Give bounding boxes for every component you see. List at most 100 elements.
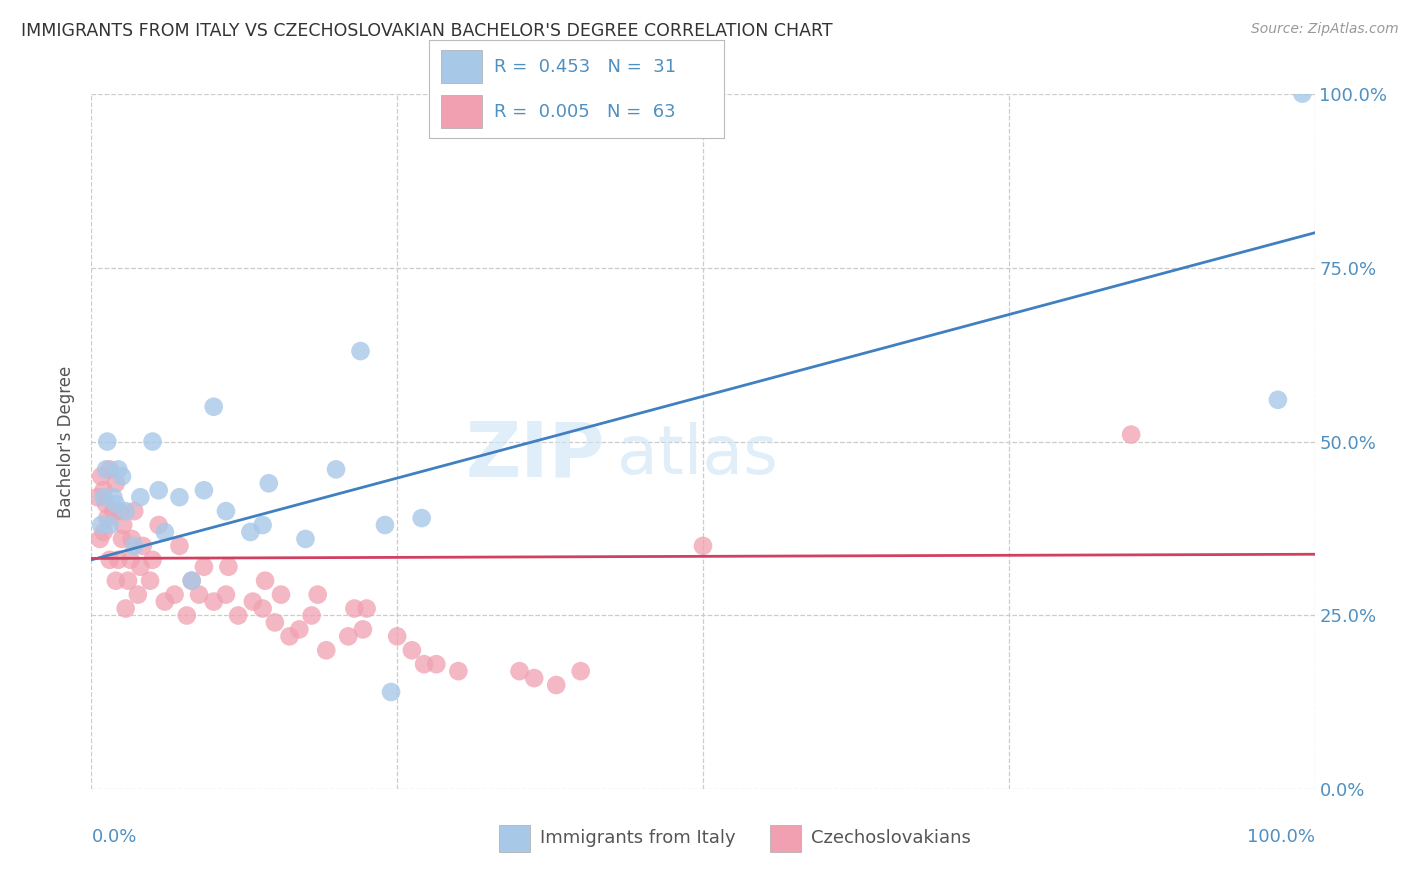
Point — [103, 504, 125, 518]
Point — [108, 504, 131, 518]
Text: Source: ZipAtlas.com: Source: ZipAtlas.com — [1251, 22, 1399, 37]
Point — [122, 504, 145, 518]
Point — [352, 623, 374, 637]
Point — [202, 400, 225, 414]
Text: IMMIGRANTS FROM ITALY VS CZECHOSLOVAKIAN BACHELOR'S DEGREE CORRELATION CHART: IMMIGRANTS FROM ITALY VS CZECHOSLOVAKIAN… — [21, 22, 832, 40]
Point — [129, 559, 152, 574]
Point — [380, 685, 402, 699]
Point — [254, 574, 277, 588]
Point — [1121, 427, 1143, 442]
Point — [111, 469, 134, 483]
Point — [112, 518, 135, 533]
Text: R =  0.005   N =  63: R = 0.005 N = 63 — [494, 103, 675, 120]
Point — [96, 434, 118, 449]
Point — [169, 490, 191, 504]
Point — [349, 344, 371, 359]
Point — [93, 490, 115, 504]
Point — [202, 594, 225, 608]
Point — [89, 532, 111, 546]
Text: Czechoslovakians: Czechoslovakians — [811, 830, 972, 847]
Point — [127, 588, 149, 602]
Point — [239, 524, 262, 539]
Point — [226, 608, 249, 623]
Point — [180, 574, 202, 588]
Point — [257, 476, 280, 491]
Text: ZIP: ZIP — [465, 418, 605, 492]
Point — [103, 490, 125, 504]
Point — [294, 532, 316, 546]
Point — [252, 518, 274, 533]
Text: R =  0.453   N =  31: R = 0.453 N = 31 — [494, 58, 676, 76]
Point — [288, 623, 311, 637]
Point — [90, 518, 112, 533]
Point — [546, 678, 568, 692]
Point — [98, 518, 121, 533]
Point — [413, 657, 436, 672]
Point — [86, 490, 108, 504]
Point — [315, 643, 337, 657]
Point — [1267, 392, 1289, 407]
Point — [301, 608, 323, 623]
Point — [356, 601, 378, 615]
Point — [117, 574, 139, 588]
Point — [153, 594, 176, 608]
Point — [98, 462, 121, 476]
Point — [111, 532, 134, 546]
Point — [343, 601, 366, 615]
Point — [523, 671, 546, 685]
Point — [148, 518, 170, 533]
Point — [93, 524, 115, 539]
Point — [120, 553, 142, 567]
Point — [307, 588, 329, 602]
Point — [132, 539, 155, 553]
Point — [1291, 87, 1313, 101]
Point — [141, 434, 163, 449]
Text: Immigrants from Italy: Immigrants from Italy — [540, 830, 735, 847]
Y-axis label: Bachelor's Degree: Bachelor's Degree — [58, 366, 76, 517]
Point — [264, 615, 287, 630]
Point — [176, 608, 198, 623]
Point — [163, 588, 186, 602]
Point — [139, 574, 162, 588]
Point — [107, 462, 129, 476]
Point — [121, 532, 143, 546]
Point — [270, 588, 292, 602]
Text: 0.0%: 0.0% — [91, 828, 136, 846]
Point — [242, 594, 264, 608]
Point — [215, 588, 238, 602]
Point — [104, 574, 127, 588]
Point — [107, 553, 129, 567]
Point — [374, 518, 396, 533]
Point — [104, 476, 127, 491]
Point — [278, 629, 301, 643]
Point — [114, 504, 136, 518]
Point — [94, 462, 117, 476]
Point — [148, 483, 170, 498]
Point — [153, 524, 176, 539]
FancyBboxPatch shape — [440, 95, 482, 128]
Point — [98, 553, 121, 567]
Point — [385, 629, 409, 643]
Point — [104, 497, 127, 511]
Point — [180, 574, 202, 588]
Point — [325, 462, 347, 476]
Point — [122, 539, 145, 553]
Point — [401, 643, 423, 657]
Point — [114, 601, 136, 615]
Text: 100.0%: 100.0% — [1247, 828, 1315, 846]
Point — [337, 629, 360, 643]
Point — [193, 559, 215, 574]
Point — [215, 504, 238, 518]
FancyBboxPatch shape — [440, 50, 482, 83]
Point — [425, 657, 447, 672]
Point — [509, 664, 531, 678]
Point — [217, 559, 239, 574]
Point — [169, 539, 191, 553]
Point — [411, 511, 433, 525]
Point — [193, 483, 215, 498]
Point — [447, 664, 470, 678]
Point — [141, 553, 163, 567]
Point — [94, 497, 117, 511]
Point — [692, 539, 714, 553]
Text: atlas: atlas — [617, 423, 779, 489]
